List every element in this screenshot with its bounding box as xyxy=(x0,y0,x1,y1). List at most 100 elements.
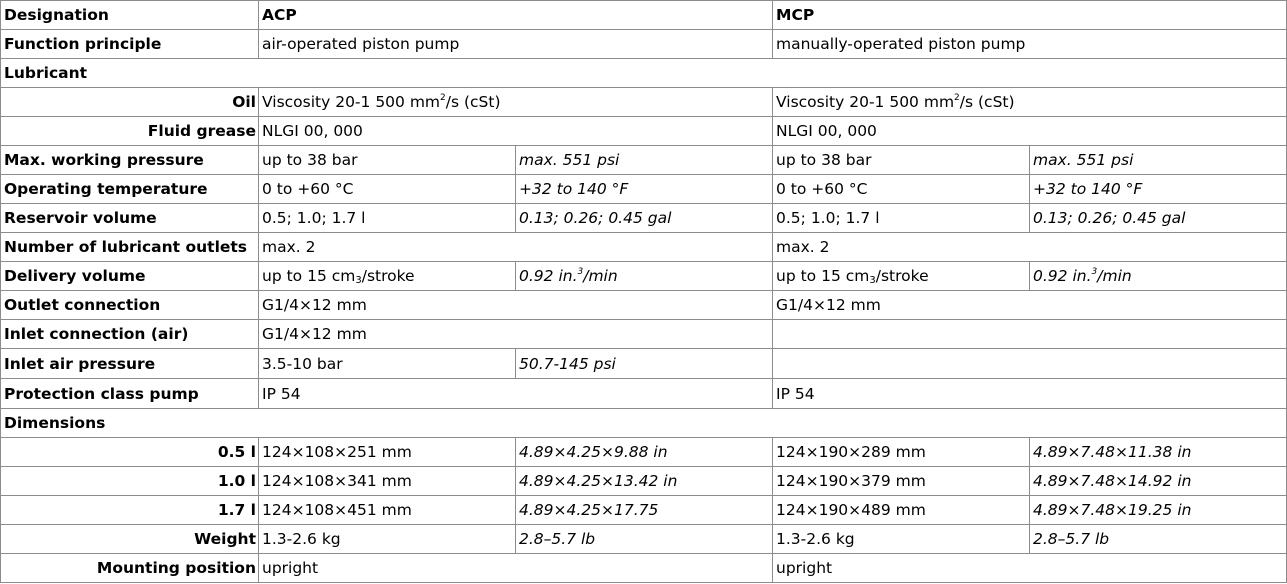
superscript: 2 xyxy=(954,93,960,103)
acp-metric-value: 124×108×341 mm xyxy=(258,466,516,496)
subscript: 3 xyxy=(355,275,362,286)
acp-value: Viscosity 20-1 500 mm2/s (cSt) xyxy=(257,87,774,117)
designation-header: Designation xyxy=(0,0,259,30)
row-label: Operating temperature xyxy=(0,174,259,204)
table-row: Dimensions xyxy=(0,408,1287,438)
acp-value: NLGI 00, 000 xyxy=(257,116,774,146)
table-row: Outlet connection G1/4×12 mm G1/4×12 mm xyxy=(0,290,1287,320)
table-row: Max. working pressure up to 38 bar max. … xyxy=(0,145,1287,175)
row-label: Delivery volume xyxy=(0,261,259,291)
section-label: Lubricant xyxy=(0,58,1287,88)
value-text: Viscosity 20-1 500 mm xyxy=(776,93,955,111)
acp-value: max. 2 xyxy=(257,232,774,262)
mcp-metric-value: 0 to +60 °C xyxy=(772,174,1031,204)
table-row: Inlet air pressure 3.5-10 bar 50.7-145 p… xyxy=(0,348,1287,379)
acp-metric-value: 124×108×251 mm xyxy=(258,437,516,467)
row-label: Number of lubricant outlets xyxy=(0,232,259,262)
table-row: Mounting position upright upright xyxy=(0,553,1287,583)
superscript: 2 xyxy=(440,93,446,103)
section-label: Dimensions xyxy=(0,408,1287,438)
value-text: /min xyxy=(583,267,618,285)
mcp-imperial-value: 2.8–5.7 lb xyxy=(1029,524,1287,554)
mcp-imperial-value: 4.89×7.48×19.25 in xyxy=(1029,495,1287,525)
table-row: Lubricant xyxy=(0,58,1287,88)
row-label: Weight xyxy=(0,524,259,554)
value-text: Viscosity 20-1 500 mm xyxy=(262,93,441,111)
row-label: Reservoir volume xyxy=(0,203,259,233)
acp-imperial-value: 0.13; 0.26; 0.45 gal xyxy=(514,203,774,233)
mcp-value: G1/4×12 mm xyxy=(772,290,1287,320)
value-text: /stroke xyxy=(361,267,415,285)
mcp-value: NLGI 00, 000 xyxy=(772,116,1287,146)
row-label: 0.5 l xyxy=(0,437,259,467)
acp-imperial-value: 4.89×4.25×9.88 in xyxy=(514,437,774,467)
mcp-metric-value: 124×190×379 mm xyxy=(772,466,1031,496)
acp-imperial-value: 4.89×4.25×17.75 xyxy=(514,495,774,525)
mcp-value: Viscosity 20-1 500 mm2/s (cSt) xyxy=(772,87,1287,117)
row-label: Oil xyxy=(0,87,259,117)
mcp-value xyxy=(772,348,1287,379)
acp-metric-value: 124×108×451 mm xyxy=(258,495,516,525)
table-row: Function principle air-operated piston p… xyxy=(0,29,1287,59)
superscript: 3 xyxy=(1091,267,1098,277)
mcp-value: manually-operated piston pump xyxy=(772,29,1287,59)
mcp-metric-value: 124×190×289 mm xyxy=(772,437,1031,467)
mcp-value: upright xyxy=(772,553,1287,583)
acp-header: ACP xyxy=(257,0,774,30)
acp-metric-value: 3.5-10 bar xyxy=(258,348,516,379)
mcp-imperial-value: 4.89×7.48×14.92 in xyxy=(1029,466,1287,496)
acp-imperial-value: 4.89×4.25×13.42 in xyxy=(514,466,774,496)
acp-imperial-value: +32 to 140 °F xyxy=(514,174,774,204)
table-row: Designation ACP MCP xyxy=(0,0,1287,30)
table-row: Oil Viscosity 20-1 500 mm2/s (cSt) Visco… xyxy=(0,87,1287,117)
table-row: Number of lubricant outlets max. 2 max. … xyxy=(0,232,1287,262)
acp-value: air-operated piston pump xyxy=(257,29,774,59)
table-row: Protection class pump IP 54 IP 54 xyxy=(0,378,1287,409)
mcp-imperial-value: 0.92 in.3/min xyxy=(1029,261,1287,291)
table-row: 0.5 l 124×108×251 mm 4.89×4.25×9.88 in 1… xyxy=(0,437,1287,467)
table-row: Weight 1.3-2.6 kg 2.8–5.7 lb 1.3-2.6 kg … xyxy=(0,524,1287,554)
mcp-imperial-value: +32 to 140 °F xyxy=(1029,174,1287,204)
table-row: Fluid grease NLGI 00, 000 NLGI 00, 000 xyxy=(0,116,1287,146)
acp-value: G1/4×12 mm xyxy=(257,290,774,320)
value-text: 0.92 in. xyxy=(519,267,578,285)
row-label: Function principle xyxy=(0,29,259,59)
mcp-imperial-value: max. 551 psi xyxy=(1029,145,1287,175)
acp-imperial-value: 50.7-145 psi xyxy=(514,348,774,379)
value-text: up to 15 cm xyxy=(262,267,356,285)
mcp-metric-value: 124×190×489 mm xyxy=(772,495,1031,525)
mcp-value xyxy=(772,319,1287,349)
value-text: /min xyxy=(1097,267,1132,285)
row-label: Protection class pump xyxy=(0,378,259,409)
row-label: 1.0 l xyxy=(0,466,259,496)
table-row: 1.0 l 124×108×341 mm 4.89×4.25×13.42 in … xyxy=(0,466,1287,496)
acp-metric-value: 1.3-2.6 kg xyxy=(258,524,516,554)
acp-value: G1/4×12 mm xyxy=(257,319,774,349)
acp-metric-value: up to 38 bar xyxy=(258,145,516,175)
mcp-imperial-value: 0.13; 0.26; 0.45 gal xyxy=(1029,203,1287,233)
acp-metric-value: 0.5; 1.0; 1.7 l xyxy=(258,203,516,233)
acp-metric-value: up to 15 cm3/stroke xyxy=(258,261,516,291)
row-label: Inlet air pressure xyxy=(0,348,259,379)
mcp-metric-value: 0.5; 1.0; 1.7 l xyxy=(772,203,1031,233)
row-label: Max. working pressure xyxy=(0,145,259,175)
row-label: Fluid grease xyxy=(0,116,259,146)
subscript: 3 xyxy=(869,275,876,286)
acp-imperial-value: 2.8–5.7 lb xyxy=(514,524,774,554)
row-label: Inlet connection (air) xyxy=(0,319,259,349)
table-row: Operating temperature 0 to +60 °C +32 to… xyxy=(0,174,1287,204)
mcp-imperial-value: 4.89×7.48×11.38 in xyxy=(1029,437,1287,467)
mcp-metric-value: up to 15 cm3/stroke xyxy=(772,261,1031,291)
acp-value: IP 54 xyxy=(257,378,774,409)
mcp-header: MCP xyxy=(772,0,1287,30)
table-row: 1.7 l 124×108×451 mm 4.89×4.25×17.75 124… xyxy=(0,495,1287,525)
acp-value: upright xyxy=(257,553,774,583)
row-label: 1.7 l xyxy=(0,495,259,525)
acp-imperial-value: 0.92 in.3/min xyxy=(514,261,774,291)
superscript: 3 xyxy=(577,267,584,277)
value-text: /stroke xyxy=(875,267,929,285)
value-text: 0.92 in. xyxy=(1033,267,1092,285)
value-text: up to 15 cm xyxy=(776,267,870,285)
mcp-metric-value: 1.3-2.6 kg xyxy=(772,524,1031,554)
